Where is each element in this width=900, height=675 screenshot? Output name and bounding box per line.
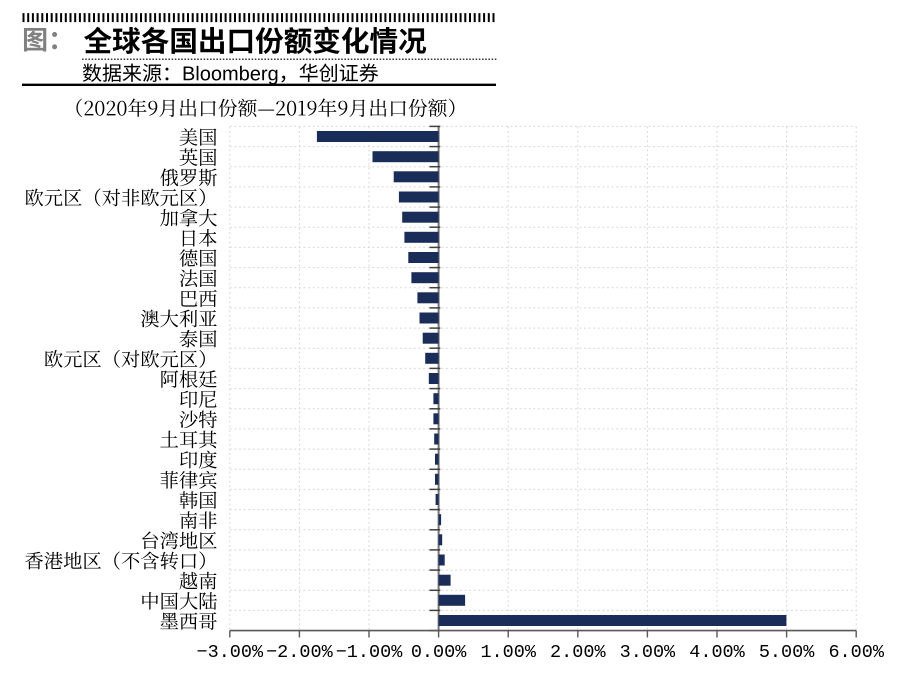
- svg-text:−2.00%: −2.00%: [266, 642, 334, 663]
- svg-text:5.00%: 5.00%: [759, 642, 815, 663]
- svg-text:4.00%: 4.00%: [689, 642, 745, 663]
- svg-text:−1.00%: −1.00%: [336, 642, 404, 663]
- svg-text:1.00%: 1.00%: [480, 642, 536, 663]
- svg-text:3.00%: 3.00%: [620, 642, 676, 663]
- svg-text:0.00%: 0.00%: [411, 642, 467, 663]
- svg-text:−3.00%: −3.00%: [196, 642, 264, 663]
- svg-text:2.00%: 2.00%: [550, 642, 606, 663]
- svg-text:6.00%: 6.00%: [828, 642, 884, 663]
